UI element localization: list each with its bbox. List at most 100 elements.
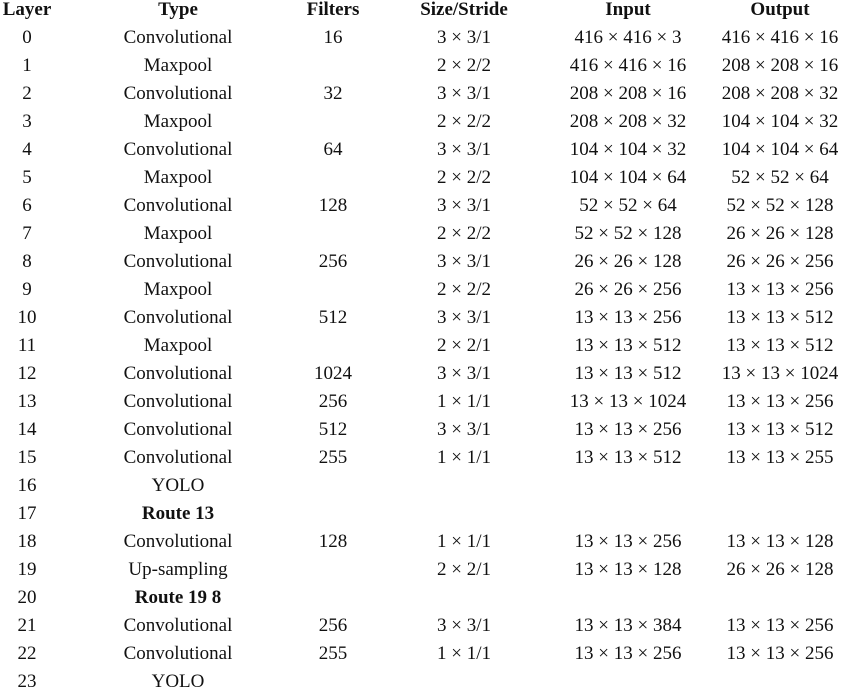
size-cell: 1 × 1/1 xyxy=(437,391,491,412)
layer-cell: 18 xyxy=(17,531,37,552)
layer-cell: 1 xyxy=(22,55,32,76)
size-cell: 3 × 3/1 xyxy=(437,615,491,636)
type-cell: Route 13 xyxy=(141,503,215,524)
input-cell: 416 × 416 × 16 xyxy=(569,55,687,76)
layer-cell: 20 xyxy=(17,587,37,608)
output-cell: 208 × 208 × 32 xyxy=(721,83,839,104)
output-cell: 13 × 13 × 512 xyxy=(726,335,834,356)
layer-cell: 11 xyxy=(17,335,37,356)
input-cell: 208 × 208 × 16 xyxy=(569,83,687,104)
type-cell: Up-sampling xyxy=(128,559,228,580)
filters-cell: 32 xyxy=(323,83,343,104)
type-cell: Maxpool xyxy=(143,55,213,76)
input-cell: 26 × 26 × 256 xyxy=(574,279,682,300)
column-header: Filters xyxy=(306,0,360,20)
size-cell: 2 × 2/2 xyxy=(437,167,491,188)
layer-cell: 8 xyxy=(22,251,32,272)
size-cell: 2 × 2/1 xyxy=(437,559,491,580)
input-cell: 13 × 13 × 256 xyxy=(574,643,682,664)
input-cell: 208 × 208 × 32 xyxy=(569,111,687,132)
input-cell: 13 × 13 × 512 xyxy=(574,335,682,356)
layer-cell: 3 xyxy=(22,111,32,132)
column-header: Output xyxy=(750,0,810,20)
output-cell: 52 × 52 × 128 xyxy=(726,195,834,216)
size-cell: 2 × 2/2 xyxy=(437,223,491,244)
output-cell: 13 × 13 × 256 xyxy=(726,615,834,636)
filters-cell: 128 xyxy=(318,531,348,552)
filters-cell: 256 xyxy=(318,615,348,636)
type-cell: Maxpool xyxy=(143,111,213,132)
output-cell: 26 × 26 × 256 xyxy=(726,251,834,272)
type-cell: Convolutional xyxy=(123,419,233,440)
type-cell: Convolutional xyxy=(123,307,233,328)
type-cell: Convolutional xyxy=(123,27,233,48)
input-cell: 13 × 13 × 128 xyxy=(574,559,682,580)
output-cell: 104 × 104 × 32 xyxy=(721,111,839,132)
filters-cell: 64 xyxy=(323,139,343,160)
column-header: Input xyxy=(605,0,651,20)
layer-cell: 4 xyxy=(22,139,32,160)
input-cell: 13 × 13 × 256 xyxy=(574,307,682,328)
input-cell: 13 × 13 × 1024 xyxy=(569,391,687,412)
input-cell: 13 × 13 × 512 xyxy=(574,447,682,468)
size-cell: 3 × 3/1 xyxy=(437,83,491,104)
layer-cell: 19 xyxy=(17,559,37,580)
filters-cell: 255 xyxy=(318,447,348,468)
filters-cell: 512 xyxy=(318,419,348,440)
layer-cell: 0 xyxy=(22,27,32,48)
type-cell: YOLO xyxy=(151,671,205,692)
filters-cell: 255 xyxy=(318,643,348,664)
layer-cell: 5 xyxy=(22,167,32,188)
type-cell: YOLO xyxy=(151,475,205,496)
size-cell: 3 × 3/1 xyxy=(437,195,491,216)
type-cell: Convolutional xyxy=(123,363,233,384)
output-cell: 13 × 13 × 512 xyxy=(726,307,834,328)
output-cell: 13 × 13 × 1024 xyxy=(721,363,839,384)
output-cell: 13 × 13 × 512 xyxy=(726,419,834,440)
size-cell: 1 × 1/1 xyxy=(437,643,491,664)
layer-cell: 10 xyxy=(17,307,37,328)
output-cell: 52 × 52 × 64 xyxy=(731,167,829,188)
size-cell: 3 × 3/1 xyxy=(437,419,491,440)
layer-cell: 21 xyxy=(17,615,37,636)
size-cell: 3 × 3/1 xyxy=(437,307,491,328)
layer-cell: 2 xyxy=(22,83,32,104)
column-header: Layer xyxy=(2,0,52,20)
layer-cell: 14 xyxy=(17,419,37,440)
input-cell: 13 × 13 × 512 xyxy=(574,363,682,384)
type-cell: Convolutional xyxy=(123,391,233,412)
input-cell: 104 × 104 × 64 xyxy=(569,167,687,188)
filters-cell: 16 xyxy=(323,27,343,48)
size-cell: 1 × 1/1 xyxy=(437,531,491,552)
column-header: Type xyxy=(158,0,198,20)
size-cell: 2 × 2/1 xyxy=(437,335,491,356)
type-cell: Convolutional xyxy=(123,83,233,104)
filters-cell: 128 xyxy=(318,195,348,216)
input-cell: 13 × 13 × 384 xyxy=(574,615,682,636)
size-cell: 3 × 3/1 xyxy=(437,363,491,384)
input-cell: 104 × 104 × 32 xyxy=(569,139,687,160)
filters-cell: 256 xyxy=(318,251,348,272)
size-cell: 3 × 3/1 xyxy=(437,27,491,48)
size-cell: 3 × 3/1 xyxy=(437,139,491,160)
filters-cell: 1024 xyxy=(314,363,352,384)
filters-cell: 512 xyxy=(318,307,348,328)
type-cell: Maxpool xyxy=(143,223,213,244)
type-cell: Convolutional xyxy=(123,643,233,664)
layer-cell: 12 xyxy=(17,363,37,384)
output-cell: 104 × 104 × 64 xyxy=(721,139,839,160)
input-cell: 52 × 52 × 128 xyxy=(574,223,682,244)
type-cell: Maxpool xyxy=(143,167,213,188)
layer-cell: 23 xyxy=(17,671,37,692)
type-cell: Route 19 8 xyxy=(134,587,222,608)
output-cell: 13 × 13 × 255 xyxy=(726,447,834,468)
type-cell: Maxpool xyxy=(143,279,213,300)
size-cell: 2 × 2/2 xyxy=(437,279,491,300)
input-cell: 13 × 13 × 256 xyxy=(574,531,682,552)
layer-cell: 16 xyxy=(17,475,37,496)
input-cell: 13 × 13 × 256 xyxy=(574,419,682,440)
layer-cell: 22 xyxy=(17,643,37,664)
type-cell: Convolutional xyxy=(123,447,233,468)
output-cell: 416 × 416 × 16 xyxy=(721,27,839,48)
